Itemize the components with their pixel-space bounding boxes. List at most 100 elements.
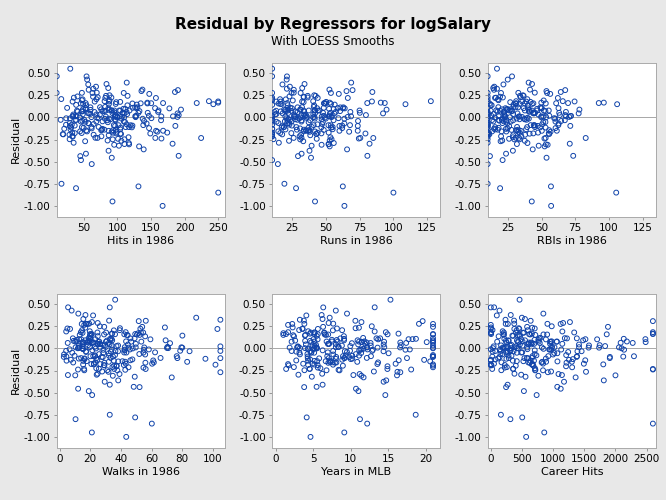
Point (531, 77, 542, 85)
Point (82, 108, 93, 116)
Point (295, 330, 306, 338)
Point (125, 105, 135, 113)
Point (573, 346, 583, 354)
Point (530, 118, 541, 126)
Point (272, 152, 282, 160)
Point (343, 140, 354, 148)
Point (104, 111, 115, 119)
X-axis label: Years in MLB: Years in MLB (321, 466, 392, 476)
Point (306, 142, 317, 150)
Point (428, 342, 438, 350)
Point (576, 85, 587, 93)
Point (95, 118, 106, 126)
Point (577, 359, 587, 367)
Point (87, 330, 97, 338)
Point (288, 86, 299, 94)
Point (507, 137, 517, 145)
Point (522, 322, 533, 330)
Point (155, 132, 165, 140)
Point (141, 130, 151, 138)
Point (325, 82, 336, 90)
Point (113, 342, 123, 350)
Point (494, 130, 505, 138)
Point (579, 124, 589, 132)
Point (482, 146, 493, 154)
Point (88, 323, 99, 331)
Point (494, 370, 504, 378)
Point (506, 94, 517, 102)
Point (105, 310, 116, 318)
Point (180, 113, 190, 121)
Point (305, 108, 316, 116)
Point (111, 368, 122, 376)
Point (130, 112, 141, 120)
Point (152, 136, 163, 144)
Point (523, 109, 533, 117)
Point (270, 156, 280, 164)
Point (523, 82, 533, 90)
Point (267, 138, 278, 146)
Point (318, 141, 329, 149)
Point (529, 360, 539, 368)
Point (527, 104, 538, 112)
Point (99, 420, 110, 428)
Point (354, 336, 364, 344)
Point (316, 102, 326, 110)
Point (316, 345, 326, 353)
Point (369, 102, 380, 110)
Point (541, 364, 551, 372)
Point (344, 348, 355, 356)
Point (337, 359, 348, 367)
Point (501, 318, 512, 326)
Point (113, 336, 124, 344)
Point (498, 340, 508, 347)
Point (486, 92, 497, 100)
Point (93, 99, 104, 107)
Point (510, 358, 521, 366)
Point (109, 347, 120, 355)
Point (566, 328, 577, 336)
Point (365, 328, 376, 336)
Point (155, 347, 165, 355)
Point (575, 121, 585, 129)
Point (500, 324, 511, 332)
Point (95, 345, 105, 353)
Point (290, 99, 300, 107)
Point (323, 364, 334, 372)
Point (388, 113, 399, 121)
Point (317, 92, 328, 100)
Point (67, 318, 78, 326)
Point (309, 82, 320, 90)
Point (85, 360, 96, 368)
Point (270, 91, 281, 99)
Point (116, 114, 127, 122)
Point (326, 358, 336, 366)
Point (405, 366, 416, 374)
Point (334, 99, 344, 107)
Point (360, 325, 371, 333)
Point (503, 344, 513, 351)
Point (108, 355, 119, 363)
Point (275, 126, 286, 134)
Point (105, 134, 116, 141)
Point (486, 91, 497, 99)
Point (284, 352, 294, 360)
Point (294, 109, 305, 117)
Point (535, 120, 546, 128)
Point (496, 124, 506, 132)
Point (134, 348, 145, 356)
Point (109, 105, 119, 113)
Point (515, 361, 525, 369)
Point (72, 111, 83, 119)
Point (79, 340, 90, 348)
Point (527, 314, 537, 322)
Point (501, 327, 511, 335)
Point (581, 323, 591, 331)
Point (312, 378, 322, 386)
Point (363, 360, 374, 368)
Point (144, 101, 155, 109)
Point (494, 94, 504, 102)
Point (509, 78, 520, 86)
Point (517, 124, 528, 132)
Point (380, 367, 390, 375)
